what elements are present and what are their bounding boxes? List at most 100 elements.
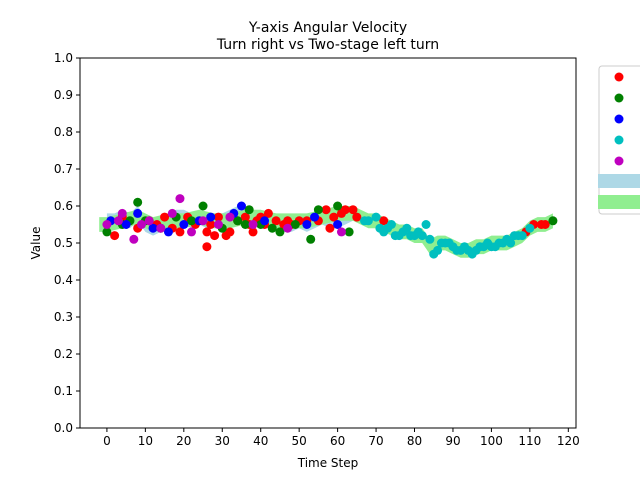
series-3-point-40 <box>517 231 527 241</box>
series-1-point-15 <box>275 227 285 237</box>
series-4-point-8 <box>175 194 185 204</box>
y-tick-label-9: 0.9 <box>54 88 73 102</box>
series-4-point-2 <box>117 208 127 218</box>
series-4-point-0 <box>102 220 112 229</box>
series-2-point-4 <box>163 227 173 237</box>
series-4-point-7 <box>167 208 177 218</box>
series-0-point-25 <box>271 216 281 226</box>
series-0-point-13 <box>210 231 220 241</box>
x-tick-label-2: 20 <box>176 434 191 448</box>
y-tick-label-2: 0.2 <box>54 347 73 361</box>
series-4-point-11 <box>213 220 223 229</box>
y-tick-label-0: 0.0 <box>54 421 73 435</box>
series-0-point-18 <box>240 212 250 222</box>
data-points <box>102 194 558 259</box>
series-1-point-12 <box>244 205 254 215</box>
x-tick-label-7: 70 <box>368 434 383 448</box>
legend-patch-0 <box>598 174 640 188</box>
x-tick-label-6: 60 <box>330 434 345 448</box>
series-1-point-17 <box>306 234 316 244</box>
series-0-point-14 <box>213 212 223 222</box>
series-2-point-12 <box>310 212 320 222</box>
series-0-point-16 <box>225 227 235 237</box>
y-axis-label: Value <box>29 227 43 260</box>
series-4-point-13 <box>248 220 258 229</box>
x-tick-label-1: 10 <box>138 434 153 448</box>
series-3-point-14 <box>417 231 427 241</box>
series-1-point-20 <box>344 227 354 237</box>
x-tick-label-5: 50 <box>292 434 307 448</box>
chart-subtitle: Turn right vs Two-stage left turn <box>216 37 439 53</box>
series-4-point-4 <box>137 220 147 229</box>
series-4-point-1 <box>113 216 123 226</box>
x-tick-label-9: 90 <box>445 434 460 448</box>
series-3-point-41 <box>525 223 535 233</box>
series-4-point-6 <box>156 223 166 233</box>
series-2-point-1 <box>121 220 131 229</box>
series-0-point-12 <box>206 220 216 229</box>
series-2-point-13 <box>333 220 343 229</box>
series-4-point-12 <box>225 212 235 222</box>
series-2-point-2 <box>133 208 143 218</box>
series-0-point-34 <box>329 212 339 222</box>
series-1-point-0 <box>102 227 112 237</box>
series-3-point-37 <box>506 238 516 248</box>
series-1-point-19 <box>333 201 343 211</box>
y-tick-label-6: 0.6 <box>54 199 73 213</box>
series-4-point-10 <box>198 216 208 226</box>
chart-title: Y-axis Angular Velocity <box>248 20 407 36</box>
x-tick-label-3: 30 <box>215 434 230 448</box>
series-0-point-39 <box>379 216 389 226</box>
series-4-point-3 <box>129 234 139 244</box>
series-2-point-10 <box>260 216 270 226</box>
series-0-point-11 <box>202 227 212 237</box>
series-0-point-5 <box>160 212 170 222</box>
legend <box>598 65 640 215</box>
y-tick-label-7: 0.7 <box>54 162 73 176</box>
series-3-point-1 <box>363 216 373 226</box>
series-2-point-11 <box>302 220 312 229</box>
series-0-point-37 <box>348 205 358 215</box>
legend-marker-4 <box>614 156 624 166</box>
series-3-point-15 <box>421 220 431 229</box>
series-4-point-5 <box>144 216 154 226</box>
series-3-point-16 <box>425 234 435 244</box>
series-0-point-7 <box>175 227 185 237</box>
series-2-point-3 <box>148 223 158 233</box>
x-axis-ticks: 0 10 20 30 40 50 60 70 80 90 100 110 120 <box>103 428 580 448</box>
x-tick-label-12: 120 <box>557 434 580 448</box>
series-0-point-36 <box>340 205 350 215</box>
series-1-point-10 <box>233 216 243 226</box>
series-0-point-38 <box>352 212 362 222</box>
legend-marker-2 <box>614 114 624 124</box>
series-3-point-6 <box>386 220 396 229</box>
series-0-point-32 <box>321 205 331 215</box>
series-0-point-24 <box>263 208 273 218</box>
y-tick-label-5: 0.5 <box>54 236 73 250</box>
y-axis-ticks: 0.0 0.1 0.2 0.3 0.4 0.5 0.6 0.7 0.8 0.9 1.0 <box>54 51 80 435</box>
series-1-point-8 <box>198 201 208 211</box>
x-tick-label-8: 80 <box>407 434 422 448</box>
x-tick-label-0: 0 <box>103 434 111 448</box>
series-1-point-14 <box>267 223 277 233</box>
series-3-point-18 <box>433 245 443 255</box>
series-4-point-15 <box>336 227 346 237</box>
y-tick-label-10: 1.0 <box>54 51 73 65</box>
series-2-point-5 <box>179 220 189 229</box>
series-1-point-7 <box>187 216 197 226</box>
legend-marker-1 <box>614 93 624 103</box>
legend-marker-0 <box>614 72 624 82</box>
y-tick-label-3: 0.3 <box>54 310 73 324</box>
x-tick-label-4: 40 <box>253 434 268 448</box>
series-0-point-43 <box>540 220 550 229</box>
legend-marker-3 <box>614 135 624 145</box>
series-1-point-21 <box>548 216 558 226</box>
series-0-point-33 <box>325 223 335 233</box>
y-tick-label-4: 0.4 <box>54 273 73 287</box>
series-1-point-18 <box>313 205 323 215</box>
y-tick-label-1: 0.1 <box>54 384 73 398</box>
series-1-point-3 <box>133 197 143 207</box>
x-axis-label: Time Step <box>297 456 359 470</box>
series-3-point-10 <box>402 223 412 233</box>
